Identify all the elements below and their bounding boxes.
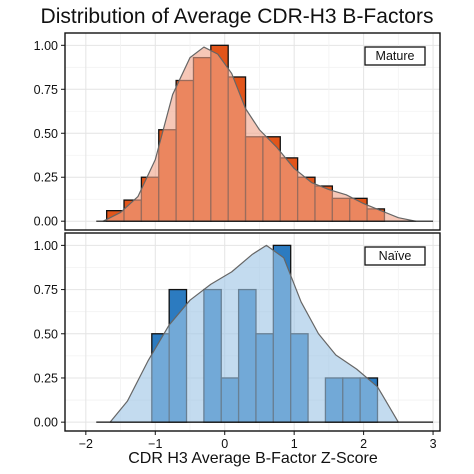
panel-border [64, 32, 441, 231]
x-axis-label: CDR H3 Average B-Factor Z-Score [128, 450, 378, 467]
x-tick-label: 1 [291, 437, 298, 451]
x-tick-label: 2 [360, 437, 367, 451]
y-axis: 0.00 0.25 0.50 0.75 1.00 [34, 39, 65, 229]
panels: 0.000.250.500.751.00Mature0.000.250.500.… [34, 32, 441, 451]
y-tick-label: 0.75 [34, 83, 58, 97]
x-tick-label: −2 [79, 437, 93, 451]
y-tick-label: 0.00 [34, 416, 58, 430]
panel-2: 0.00 0.25 0.50 0.75 1.00 Naïve [34, 232, 441, 432]
legend-label: Naïve [379, 249, 412, 263]
y-tick-label: 0.50 [34, 127, 58, 141]
x-tick-label: −1 [148, 437, 162, 451]
legend-box [364, 46, 426, 66]
y-tick-label: 1.00 [34, 39, 58, 53]
y-tick-label: 0.00 [34, 215, 58, 229]
x-tick-label: 3 [430, 437, 437, 451]
y-axis: 0.00 0.25 0.50 0.75 1.00 [34, 239, 65, 430]
x-axis: −2 −1 0 1 2 3 [79, 431, 437, 451]
panel-1: 0.00 0.25 0.50 0.75 1.00 Mature [34, 32, 441, 231]
y-tick-label: 0.75 [34, 283, 58, 297]
panel-border [64, 232, 441, 432]
density-curve [109, 244, 399, 423]
y-tick-label: 1.00 [34, 239, 58, 253]
legend-label: Mature [376, 49, 415, 63]
panel-legend: Mature [364, 46, 426, 66]
panel-legend: Naïve [364, 246, 426, 266]
x-tick-label: 0 [221, 437, 228, 451]
density-curve [102, 46, 417, 222]
y-tick-label: 0.25 [34, 371, 58, 385]
y-tick-label: 0.25 [34, 171, 58, 185]
legend-box [364, 246, 426, 266]
y-tick-label: 0.50 [34, 327, 58, 341]
chart-title: Distribution of Average CDR-H3 B-Factors [41, 5, 434, 28]
